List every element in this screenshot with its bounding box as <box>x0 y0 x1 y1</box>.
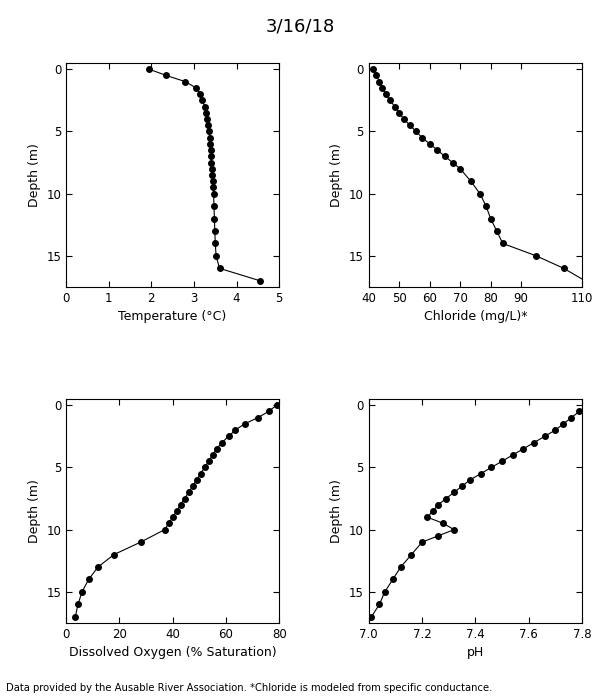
Y-axis label: Depth (m): Depth (m) <box>28 143 41 207</box>
X-axis label: Chloride (mg/L)*: Chloride (mg/L)* <box>424 310 527 323</box>
X-axis label: Temperature (°C): Temperature (°C) <box>118 310 227 323</box>
Text: Data provided by the Ausable River Association. *Chloride is modeled from specif: Data provided by the Ausable River Assoc… <box>6 683 493 693</box>
Y-axis label: Depth (m): Depth (m) <box>331 143 343 207</box>
X-axis label: pH: pH <box>467 646 484 659</box>
Y-axis label: Depth (m): Depth (m) <box>28 479 41 543</box>
Y-axis label: Depth (m): Depth (m) <box>331 479 343 543</box>
Text: 3/16/18: 3/16/18 <box>265 18 335 36</box>
X-axis label: Dissolved Oxygen (% Saturation): Dissolved Oxygen (% Saturation) <box>69 646 277 659</box>
